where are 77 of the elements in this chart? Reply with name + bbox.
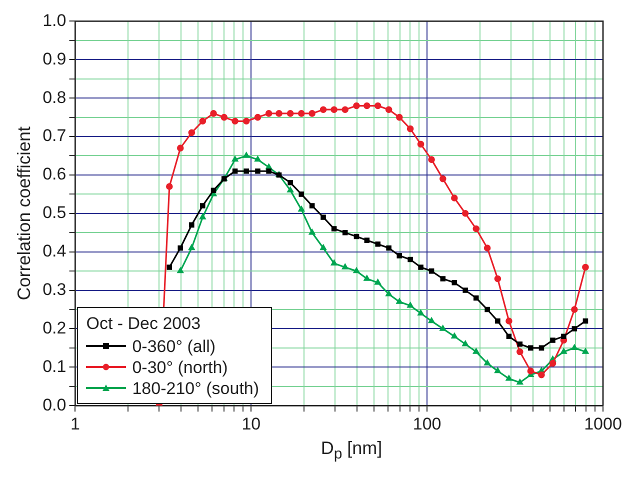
point	[255, 168, 260, 174]
y-tick-label: 1.0	[42, 10, 66, 30]
legend-title: Oct - Dec 2003	[86, 312, 202, 334]
legend-label: 0-360° (all)	[132, 336, 216, 357]
point	[309, 203, 315, 208]
point	[364, 238, 370, 243]
point	[506, 334, 512, 340]
point	[166, 264, 172, 270]
point	[200, 214, 206, 220]
point	[495, 318, 500, 324]
point	[407, 302, 414, 308]
y-tick-label: 0.8	[42, 88, 66, 107]
point	[331, 226, 337, 232]
point	[440, 276, 446, 282]
x-tick-label: 100	[412, 414, 442, 434]
point	[484, 306, 490, 312]
point	[342, 230, 348, 236]
point	[320, 214, 326, 220]
x-axis-title: D$_{p}$ [nm]	[320, 438, 384, 463]
point	[353, 268, 360, 274]
point	[473, 348, 480, 354]
point	[266, 168, 272, 174]
point	[232, 168, 238, 174]
point	[452, 280, 458, 286]
point	[266, 164, 272, 170]
y-tick-label: 0.5	[42, 203, 66, 222]
y-tick-label: 0.6	[42, 164, 66, 184]
point	[462, 288, 468, 293]
point	[386, 245, 392, 251]
point	[528, 345, 534, 351]
point	[287, 186, 294, 192]
x-tick-label: 10	[242, 414, 261, 434]
point	[375, 242, 380, 247]
y-tick-label: 0.0	[42, 395, 66, 414]
point	[428, 318, 435, 324]
y-tick-label: 0.1	[42, 356, 66, 376]
point	[189, 222, 194, 228]
point	[243, 152, 250, 158]
point	[473, 295, 479, 301]
point	[561, 334, 566, 340]
point	[342, 264, 348, 270]
point	[288, 180, 293, 186]
y-tick-label: 0.4	[42, 242, 66, 261]
point	[244, 168, 249, 174]
point	[210, 188, 216, 193]
point	[582, 318, 588, 324]
y-axis-title: Correlation coefficient	[14, 126, 34, 300]
point	[254, 156, 261, 162]
legend-label: 0-30° (north)	[132, 356, 228, 378]
point	[572, 326, 578, 332]
point	[354, 234, 360, 240]
x-tick-label: 1000	[584, 414, 622, 434]
point	[418, 310, 424, 316]
y-tick-label: 0.7	[42, 126, 66, 146]
point	[178, 245, 184, 251]
point	[428, 268, 434, 274]
point	[550, 338, 556, 343]
point	[331, 260, 338, 266]
point	[582, 348, 589, 354]
point	[440, 325, 446, 331]
point	[418, 264, 424, 270]
y-tick-label: 0.9	[42, 49, 66, 68]
point	[484, 360, 490, 366]
point	[560, 348, 567, 354]
point	[408, 256, 413, 262]
x-tick-label: 1	[70, 414, 80, 434]
point	[298, 192, 304, 197]
point	[200, 203, 206, 208]
y-tick-label: 0.2	[42, 318, 66, 338]
point	[506, 375, 512, 381]
point	[364, 275, 370, 281]
legend-label: 180-210° (south)	[132, 378, 260, 399]
point	[396, 253, 402, 258]
point	[517, 341, 523, 347]
point	[396, 298, 402, 304]
point	[538, 345, 544, 351]
y-tick-label: 0.3	[42, 280, 66, 299]
